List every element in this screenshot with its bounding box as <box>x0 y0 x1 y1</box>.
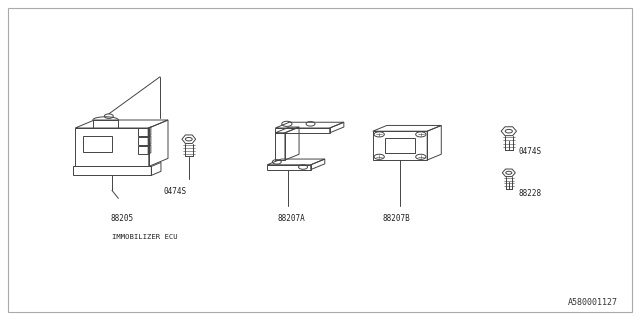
Text: IMMOBILIZER ECU: IMMOBILIZER ECU <box>112 234 178 240</box>
Text: A580001127: A580001127 <box>568 298 618 307</box>
Text: 88228: 88228 <box>518 189 541 198</box>
Text: 88205: 88205 <box>110 214 133 223</box>
Text: 88207A: 88207A <box>277 214 305 223</box>
Text: 0474S: 0474S <box>518 147 541 156</box>
Text: 88207B: 88207B <box>383 214 411 223</box>
Text: 0474S: 0474S <box>163 187 186 196</box>
